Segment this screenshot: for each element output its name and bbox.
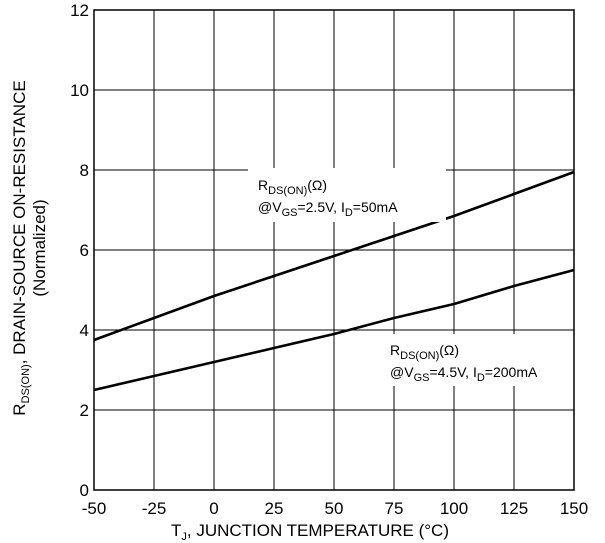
x-tick-label: -25 bbox=[142, 499, 167, 518]
y-tick-label: 0 bbox=[80, 481, 89, 500]
x-tick-label: 0 bbox=[209, 499, 218, 518]
y-tick-label: 2 bbox=[80, 401, 89, 420]
x-tick-label: 150 bbox=[560, 499, 588, 518]
y-tick-label: 4 bbox=[80, 321, 89, 340]
y-tick-label: 6 bbox=[80, 241, 89, 260]
y-tick-label: 12 bbox=[70, 1, 89, 20]
x-axis-title: TJ, JUNCTION TEMPERATURE (°C) bbox=[171, 521, 449, 543]
series-2-label-line1: RDS(ON)(Ω) bbox=[390, 342, 459, 362]
y-tick-labels: 0 2 4 6 8 10 12 bbox=[70, 1, 89, 500]
series-lines bbox=[93, 170, 575, 392]
x-tick-label: 50 bbox=[325, 499, 344, 518]
series-1-line bbox=[93, 170, 575, 342]
y-tick-label: 8 bbox=[80, 161, 89, 180]
series-1-label-line2: @VGS=2.5V, ID=50mA bbox=[258, 199, 398, 219]
x-tick-label: 100 bbox=[440, 499, 468, 518]
series-2-label-line2: @VGS=4.5V, ID=200mA bbox=[390, 364, 538, 384]
x-tick-label: 25 bbox=[265, 499, 284, 518]
x-tick-label: 75 bbox=[385, 499, 404, 518]
y-axis-title: RDS(ON), DRAIN-SOURCE ON-RESISTANCE bbox=[10, 80, 32, 415]
x-tick-label: -50 bbox=[82, 499, 107, 518]
y-tick-label: 10 bbox=[70, 81, 89, 100]
y-axis-subtitle: (Normalized) bbox=[30, 199, 49, 296]
x-tick-label: 125 bbox=[500, 499, 528, 518]
grid bbox=[94, 10, 574, 490]
series-2-label-backdrop bbox=[381, 334, 566, 386]
plot-frame bbox=[93, 9, 575, 491]
series-1-label-line1: RDS(ON)(Ω) bbox=[258, 177, 327, 197]
series-1-label-backdrop bbox=[248, 168, 446, 222]
series-2-line bbox=[93, 268, 575, 392]
x-tick-labels: -50 -25 0 25 50 75 100 125 150 bbox=[82, 499, 588, 518]
